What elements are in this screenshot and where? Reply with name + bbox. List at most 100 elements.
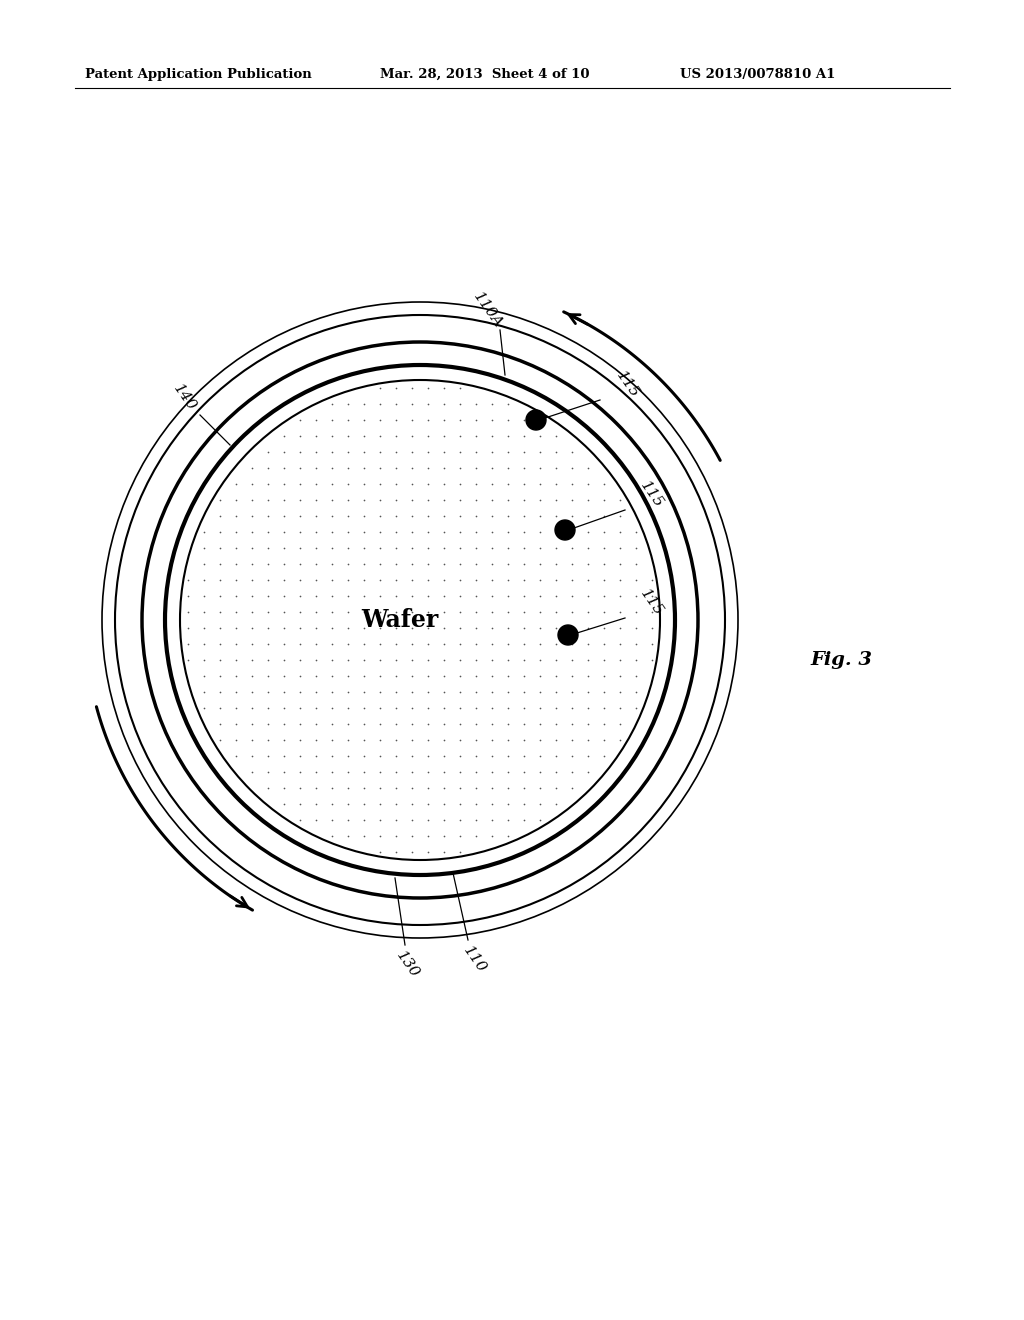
Point [196, 586, 212, 607]
Point [308, 474, 325, 495]
Point [324, 762, 340, 783]
Point [340, 730, 356, 751]
Point [452, 793, 468, 814]
Point [516, 793, 532, 814]
Point [403, 521, 420, 543]
Point [500, 537, 516, 558]
Point [260, 665, 276, 686]
Point [292, 681, 308, 702]
Point [452, 553, 468, 574]
Point [468, 762, 484, 783]
Point [548, 586, 564, 607]
Point [292, 553, 308, 574]
Point [580, 506, 596, 527]
Point [355, 681, 372, 702]
Point [355, 746, 372, 767]
Point [468, 521, 484, 543]
Point [227, 569, 244, 590]
Point [260, 569, 276, 590]
Point [452, 409, 468, 430]
Point [452, 634, 468, 655]
Point [452, 746, 468, 767]
Point [452, 458, 468, 479]
Point [196, 649, 212, 671]
Point [531, 569, 548, 590]
Point [516, 425, 532, 446]
Point [180, 602, 197, 623]
Point [260, 762, 276, 783]
Point [516, 441, 532, 462]
Point [644, 602, 660, 623]
Point [628, 697, 644, 718]
Point [340, 681, 356, 702]
Point [388, 681, 404, 702]
Point [308, 537, 325, 558]
Point [564, 713, 581, 734]
Point [548, 681, 564, 702]
Point [564, 762, 581, 783]
Point [244, 506, 260, 527]
Text: 130: 130 [394, 949, 422, 981]
Point [308, 746, 325, 767]
Text: 115: 115 [613, 370, 642, 401]
Point [483, 425, 500, 446]
Point [483, 777, 500, 799]
Point [275, 537, 292, 558]
Point [436, 553, 453, 574]
Point [420, 506, 436, 527]
Point [483, 537, 500, 558]
Text: US 2013/0078810 A1: US 2013/0078810 A1 [680, 69, 836, 81]
Point [468, 425, 484, 446]
Point [596, 474, 612, 495]
Point [292, 602, 308, 623]
Point [355, 393, 372, 414]
Point [420, 793, 436, 814]
Point [531, 793, 548, 814]
Point [420, 602, 436, 623]
Point [516, 506, 532, 527]
Point [436, 681, 453, 702]
Point [483, 762, 500, 783]
Point [548, 649, 564, 671]
Point [420, 569, 436, 590]
Point [483, 618, 500, 639]
Point [388, 602, 404, 623]
Point [516, 569, 532, 590]
Point [403, 441, 420, 462]
Point [212, 506, 228, 527]
Point [292, 441, 308, 462]
Point [468, 777, 484, 799]
Point [196, 537, 212, 558]
Point [308, 697, 325, 718]
Point [308, 490, 325, 511]
Point [355, 618, 372, 639]
Point [196, 634, 212, 655]
Point [452, 681, 468, 702]
Point [420, 458, 436, 479]
Point [324, 649, 340, 671]
Point [531, 521, 548, 543]
Point [436, 569, 453, 590]
Point [372, 537, 388, 558]
Point [260, 618, 276, 639]
Point [292, 409, 308, 430]
Point [500, 409, 516, 430]
Point [403, 697, 420, 718]
Point [403, 746, 420, 767]
Point [516, 537, 532, 558]
Point [212, 521, 228, 543]
Point [531, 649, 548, 671]
Point [436, 393, 453, 414]
Point [403, 506, 420, 527]
Point [308, 506, 325, 527]
Point [324, 506, 340, 527]
Point [500, 809, 516, 830]
Point [324, 521, 340, 543]
Point [372, 553, 388, 574]
Point [548, 762, 564, 783]
Point [260, 474, 276, 495]
Point [516, 634, 532, 655]
Point [468, 713, 484, 734]
Point [244, 569, 260, 590]
Point [372, 618, 388, 639]
